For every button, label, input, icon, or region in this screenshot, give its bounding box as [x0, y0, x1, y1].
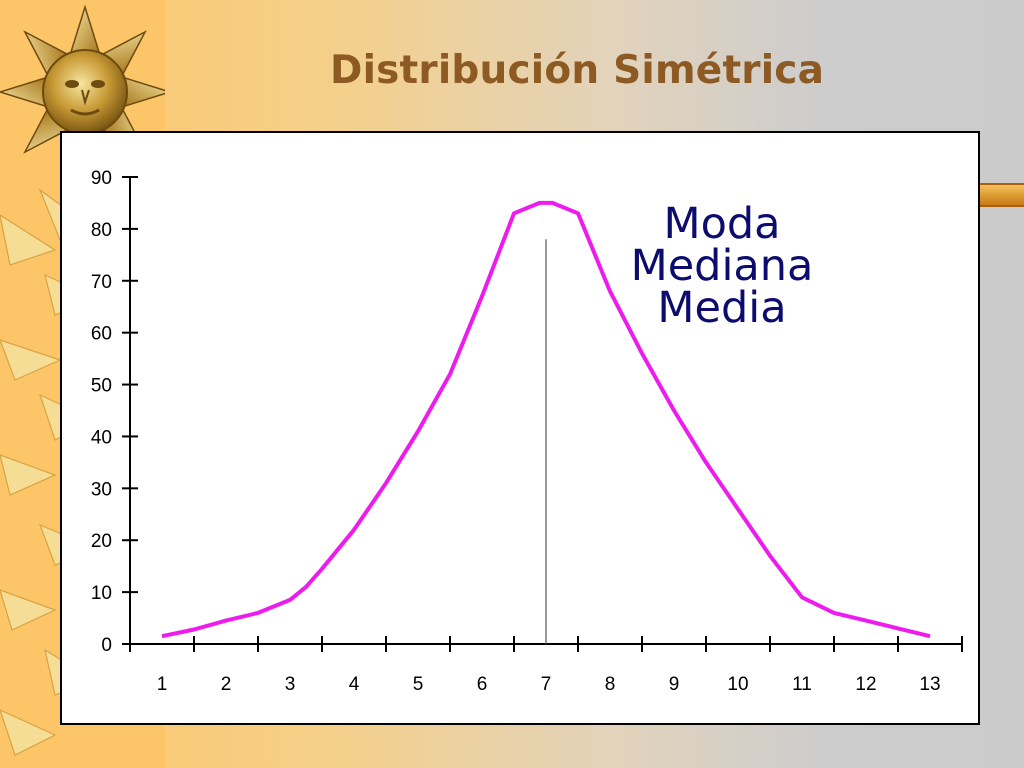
- x-tick-label: 1: [157, 674, 168, 695]
- x-tick-label: 5: [413, 674, 424, 695]
- y-tick-label: 50: [91, 376, 112, 397]
- slide-title: Distribución Simétrica: [330, 48, 825, 93]
- annotation-moda: Moda: [663, 199, 781, 249]
- slide-accent-bar: [978, 183, 1024, 207]
- chart-container: 0 10 20 30 40 50 60 70 80 90 1 2 3 4 5 6 7 8 9 10 11 12 13 Mod…: [60, 131, 980, 725]
- y-tick-label: 40: [91, 427, 112, 448]
- distribution-curve: [161, 200, 931, 639]
- y-tick-label: 90: [91, 168, 112, 189]
- annotation-label: Moda Mediana Media: [622, 199, 822, 333]
- x-tick-label: 12: [855, 674, 876, 695]
- y-tick-label: 10: [91, 583, 112, 604]
- x-tick-label: 7: [541, 674, 552, 695]
- annotation-media: Media: [657, 283, 787, 333]
- x-tick-label: 3: [285, 674, 296, 695]
- y-tick-label: 70: [91, 272, 112, 293]
- x-tick-label: 6: [477, 674, 488, 695]
- x-tick-label: 10: [727, 674, 748, 695]
- x-tick-label: 2: [221, 674, 232, 695]
- annotation-mediana: Mediana: [630, 241, 814, 291]
- y-tick-label: 20: [91, 531, 112, 552]
- x-tick-label: 13: [919, 674, 940, 695]
- x-tick-label: 4: [349, 674, 360, 695]
- y-tick-label: 80: [91, 220, 112, 241]
- x-tick-label: 11: [792, 674, 812, 695]
- y-tick-label: 60: [91, 324, 112, 345]
- y-tick-label: 0: [101, 635, 112, 656]
- x-tick-label: 8: [605, 674, 616, 695]
- y-tick-label: 30: [91, 479, 112, 500]
- x-tick-label: 9: [669, 674, 680, 695]
